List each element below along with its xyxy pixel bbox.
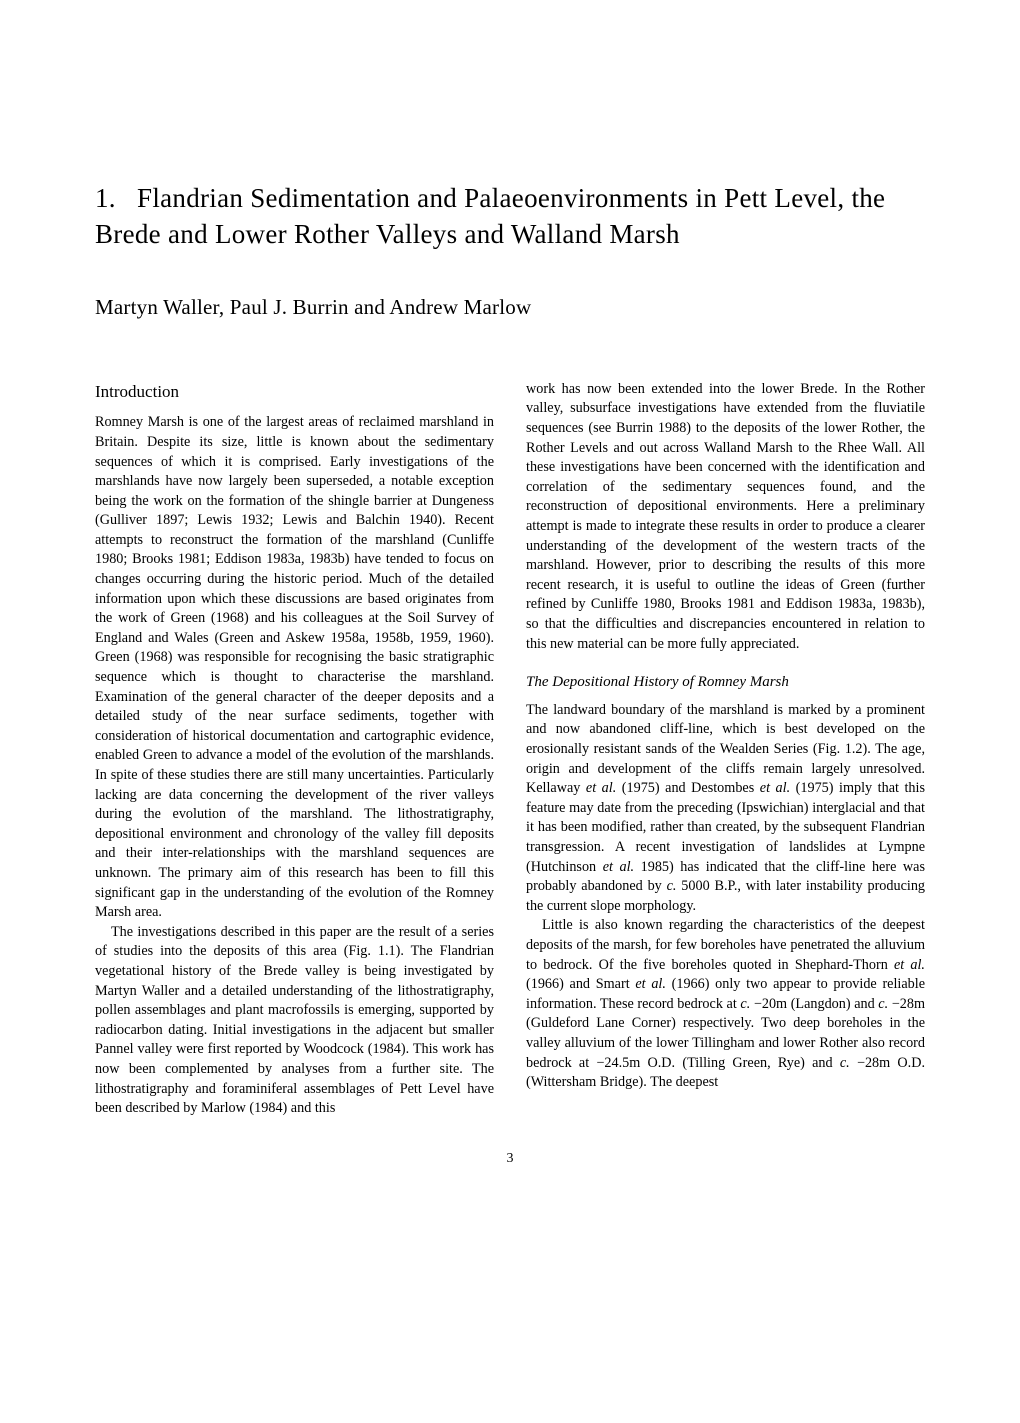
section-heading-introduction: Introduction — [95, 380, 494, 403]
body-paragraph: Romney Marsh is one of the largest areas… — [95, 413, 494, 922]
body-paragraph: The landward boundary of the marshland i… — [526, 701, 925, 917]
italic-text: c. — [878, 996, 888, 1012]
body-paragraph: Little is also known regarding the chara… — [526, 916, 925, 1092]
chapter-title-text: Flandrian Sedimentation and Palaeoenviro… — [95, 183, 885, 249]
italic-text: et al. — [760, 780, 790, 796]
italic-text: c. — [667, 878, 677, 894]
text-span: (1966) and Smart — [526, 976, 635, 992]
content-columns: Introduction Romney Marsh is one of the … — [95, 380, 925, 1119]
page-number: 3 — [95, 1151, 925, 1167]
subsection-heading-depositional: The Depositional History of Romney Marsh — [526, 672, 925, 693]
text-span: −20m (Langdon) and — [750, 996, 878, 1012]
italic-text: et al. — [603, 859, 634, 875]
text-span: Little is also known regarding the chara… — [526, 917, 925, 972]
italic-text: c. — [740, 996, 750, 1012]
chapter-title: 1. Flandrian Sedimentation and Palaeoenv… — [95, 180, 925, 253]
italic-text: et al. — [586, 780, 616, 796]
authors: Martyn Waller, Paul J. Burrin and Andrew… — [95, 295, 925, 320]
italic-text: et al. — [894, 957, 925, 973]
body-paragraph: work has now been extended into the lowe… — [526, 380, 925, 654]
column-right: work has now been extended into the lowe… — [526, 380, 925, 1119]
italic-text: et al. — [635, 976, 666, 992]
column-left: Introduction Romney Marsh is one of the … — [95, 380, 494, 1119]
chapter-number: 1. — [95, 183, 116, 213]
text-span: (1975) and Destombes — [616, 780, 760, 796]
body-paragraph: The investigations described in this pap… — [95, 923, 494, 1119]
italic-text: c. — [840, 1055, 850, 1071]
